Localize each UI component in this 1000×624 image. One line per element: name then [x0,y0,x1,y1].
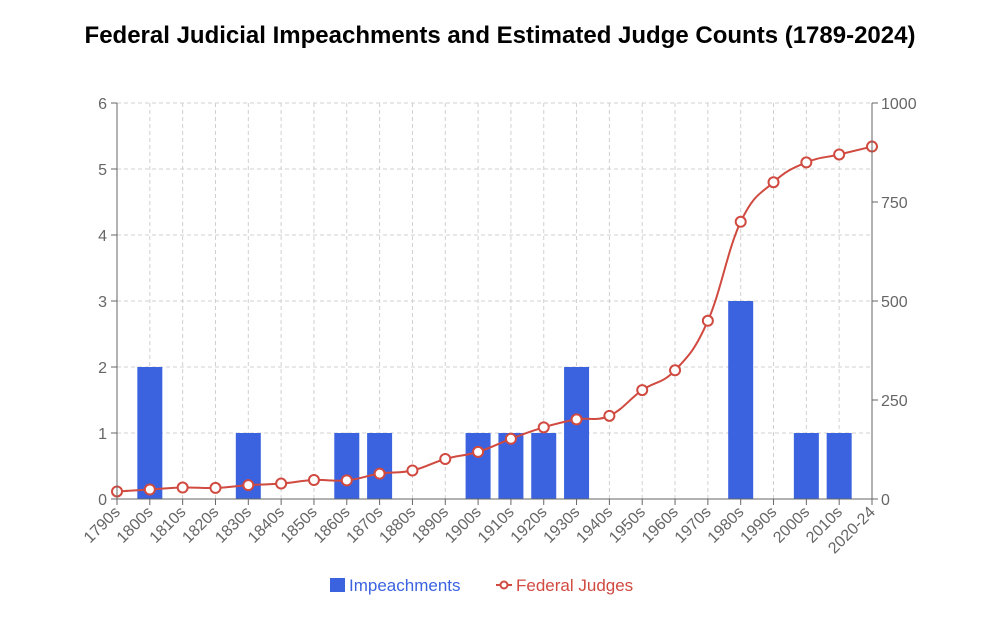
y-right-tick-label: 250 [881,393,908,410]
x-tick-label: 1940s [573,504,616,547]
point-federal-judges-1870s [373,467,386,480]
x-tick-label: 1980s [705,504,748,547]
legend-swatch-impeachments [330,578,345,592]
x-tick-label: 1810s [147,504,190,547]
y-right-tick-label: 1000 [881,96,917,113]
bar-impeachments-2000s [793,433,819,499]
point-federal-judges-1810s [176,481,189,494]
x-tick-label: 1850s [278,504,321,547]
bar-impeachments-1870s [367,433,393,499]
x-tick-label: 1900s [442,504,485,547]
x-tick-label: 1930s [541,504,584,547]
x-tick-label: 1830s [212,504,255,547]
point-federal-judges-2010s [833,148,846,161]
point-federal-judges-1990s [767,176,780,189]
x-tick-label: 1960s [639,504,682,547]
bar-impeachments-1980s [728,301,754,499]
y-left-tick-label: 1 [98,426,107,443]
legend: Impeachments Federal Judges [330,576,633,595]
y-right-tick-label: 750 [881,195,908,212]
point-federal-judges-1860s [340,474,353,487]
chart-title: Federal Judicial Impeachments and Estima… [84,22,916,49]
y-left-tick-label: 0 [98,492,107,509]
bar-impeachments-1900s [465,433,491,499]
point-federal-judges-1800s [143,483,156,496]
x-tick-label: 1890s [409,504,452,547]
point-federal-judges-1830s [242,479,255,492]
point-federal-judges-1910s [504,432,517,445]
point-federal-judges-1940s [603,409,616,422]
x-tick-label: 1840s [245,504,288,547]
bar-impeachments-2010s [826,433,852,499]
grid-lines [116,102,873,500]
y-left-tick-label: 4 [98,228,107,245]
x-tick-label: 1970s [672,504,715,547]
bar-impeachments-1860s [334,433,360,499]
point-federal-judges-1920s [537,421,550,434]
point-federal-judges-1820s [209,481,222,494]
x-tick-label: 1990s [738,504,781,547]
point-federal-judges-1900s [472,445,485,458]
bar-impeachments-1930s [564,367,590,499]
x-tick-label: 1920s [508,504,551,547]
y-left-tick-label: 5 [98,162,107,179]
y-left-tick-label: 6 [98,96,107,113]
y-right-tick-label: 0 [881,492,890,509]
line-federal-judges [116,145,873,493]
point-federal-judges-2000s [800,156,813,169]
y-left-tick-label: 2 [98,360,107,377]
point-federal-judges-1980s [734,215,747,228]
x-tick-label: 1790s [81,504,124,547]
point-federal-judges-1890s [439,453,452,466]
point-federal-judges-1930s [570,413,583,426]
y-left-tick-label: 3 [98,294,107,311]
x-tick-label: 1950s [606,504,649,547]
legend-label-federal-judges: Federal Judges [516,576,633,595]
point-federal-judges-1880s [406,464,419,477]
bar-impeachments-1920s [531,433,557,499]
federal-judges-line [111,140,878,498]
x-tick-label: 1880s [376,504,419,547]
x-tick-label: 1820s [179,504,222,547]
y-right-tick-label: 500 [881,294,908,311]
x-tick-label: 1910s [475,504,518,547]
legend-label-impeachments: Impeachments [349,576,461,595]
point-federal-judges-1960s [669,364,682,377]
x-tick-label: 1860s [311,504,354,547]
point-federal-judges-1950s [636,384,649,397]
impeachments-bars [137,301,852,499]
x-tick-label: 2000s [770,504,813,547]
point-federal-judges-1970s [701,314,714,327]
x-tick-label: 1800s [114,504,157,547]
legend-swatch-marker-federal-judges [499,580,509,590]
x-tick-label: 1870s [344,504,387,547]
point-federal-judges-1840s [275,477,288,490]
bar-impeachments-1800s [137,367,163,499]
point-federal-judges-1850s [307,473,320,486]
